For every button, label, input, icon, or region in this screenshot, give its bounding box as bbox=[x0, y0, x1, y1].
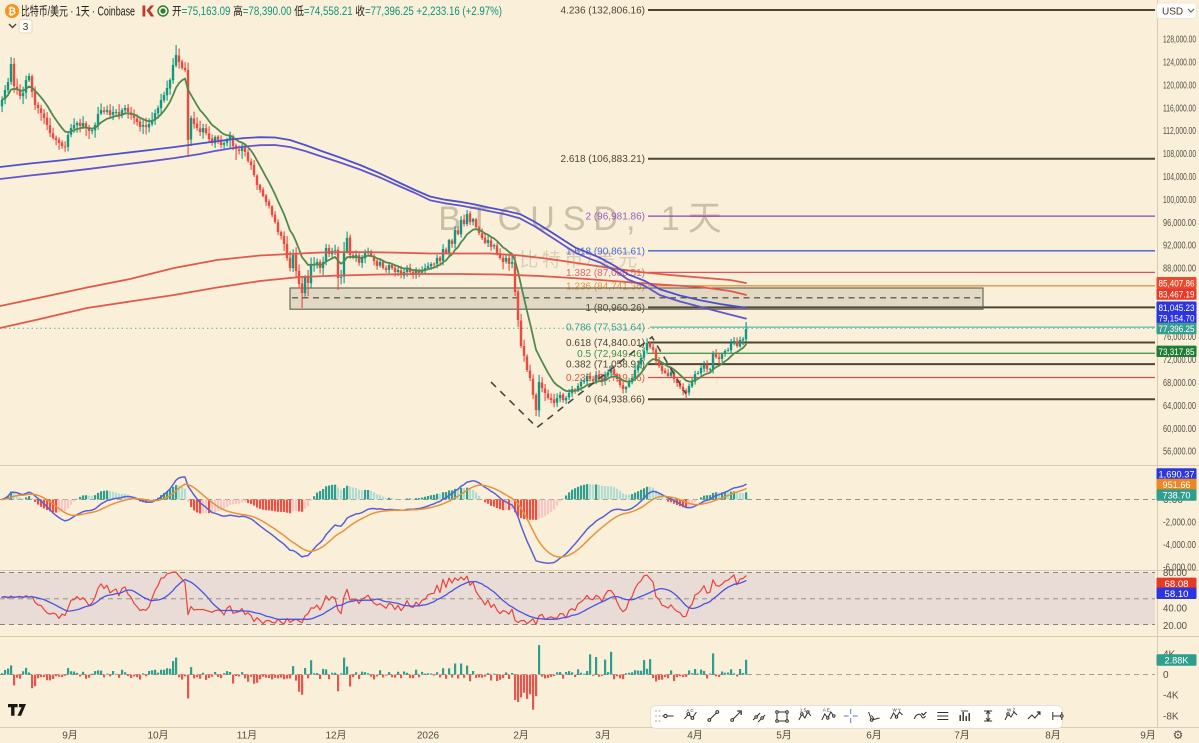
svg-text:USD: USD bbox=[1162, 7, 1183, 18]
svg-text:1,690.37: 1,690.37 bbox=[1159, 470, 1195, 481]
svg-text:2 (96,981.86): 2 (96,981.86) bbox=[586, 212, 646, 223]
svg-text:10月: 10月 bbox=[147, 730, 168, 742]
svg-text:64,000.00: 64,000.00 bbox=[1163, 401, 1196, 412]
svg-text:80.00: 80.00 bbox=[1163, 568, 1187, 579]
svg-text:40.00: 40.00 bbox=[1163, 603, 1187, 614]
svg-text:58.10: 58.10 bbox=[1165, 589, 1189, 600]
svg-text:-6,000.00: -6,000.00 bbox=[1163, 563, 1196, 574]
svg-text:0.786 (77,531.64): 0.786 (77,531.64) bbox=[566, 323, 645, 334]
svg-text:92,000.00: 92,000.00 bbox=[1163, 241, 1196, 252]
svg-text:1 (80,960.26): 1 (80,960.26) bbox=[586, 303, 646, 314]
svg-text:116,000.00: 116,000.00 bbox=[1163, 103, 1196, 114]
svg-text:3: 3 bbox=[23, 22, 29, 33]
svg-text:8月: 8月 bbox=[1045, 730, 1061, 742]
svg-text:A E: A E bbox=[823, 708, 830, 713]
svg-text:0.618 (74,840.01): 0.618 (74,840.01) bbox=[566, 338, 645, 349]
svg-text:2月: 2月 bbox=[513, 730, 529, 742]
svg-text:4月: 4月 bbox=[687, 730, 703, 742]
svg-text:1.382 (87,080.51): 1.382 (87,080.51) bbox=[566, 268, 645, 279]
svg-text:128,000.00: 128,000.00 bbox=[1163, 35, 1196, 46]
svg-text:12月: 12月 bbox=[325, 730, 346, 742]
svg-text:56,000.00: 56,000.00 bbox=[1163, 447, 1196, 458]
svg-text:112,000.00: 112,000.00 bbox=[1163, 126, 1196, 137]
svg-text:-4K: -4K bbox=[1163, 691, 1179, 702]
svg-text:⚙: ⚙ bbox=[1173, 728, 1184, 742]
svg-text:-4,000.00: -4,000.00 bbox=[1163, 540, 1196, 551]
svg-text:4.236 (132,806.16): 4.236 (132,806.16) bbox=[560, 6, 645, 17]
svg-text:76,000.00: 76,000.00 bbox=[1163, 332, 1196, 343]
svg-text:比特币/美元: 比特币/美元 bbox=[519, 249, 640, 271]
svg-text:1.618 (90,861.61): 1.618 (90,861.61) bbox=[566, 246, 645, 257]
svg-text:108,000.00: 108,000.00 bbox=[1163, 149, 1196, 160]
svg-text:W Y: W Y bbox=[893, 708, 901, 713]
svg-text:-2,000.00: -2,000.00 bbox=[1163, 518, 1196, 529]
svg-text:77,396.25: 77,396.25 bbox=[1159, 324, 1195, 335]
svg-text:951.66: 951.66 bbox=[1163, 480, 1191, 491]
svg-text:A C: A C bbox=[686, 708, 694, 713]
svg-text:73,317.85: 73,317.85 bbox=[1159, 347, 1195, 358]
svg-text:6月: 6月 bbox=[866, 730, 882, 742]
svg-text:83,467.19: 83,467.19 bbox=[1159, 290, 1195, 301]
svg-text:85,407.86: 85,407.86 bbox=[1159, 278, 1195, 289]
svg-text:2.618 (106,883.21): 2.618 (106,883.21) bbox=[560, 154, 645, 165]
svg-text:3月: 3月 bbox=[595, 730, 611, 742]
svg-text:比特币/美元 · 1天 · Coinbase: 比特币/美元 · 1天 · Coinbase bbox=[21, 4, 135, 19]
svg-text:5月: 5月 bbox=[776, 730, 792, 742]
svg-text:11月: 11月 bbox=[237, 730, 257, 742]
svg-text:开=75,163.09 高=78,390.00 低=74,5: 开=75,163.09 高=78,390.00 低=74,558.21 收=77… bbox=[172, 4, 502, 18]
svg-text:0: 0 bbox=[1163, 670, 1169, 681]
svg-text:1 5: 1 5 bbox=[800, 708, 807, 713]
svg-text:1.236 (84,741.36): 1.236 (84,741.36) bbox=[566, 281, 645, 292]
svg-text:738.70: 738.70 bbox=[1163, 491, 1191, 502]
svg-text:-8K: -8K bbox=[1163, 711, 1179, 722]
svg-text:W Z: W Z bbox=[1007, 708, 1015, 713]
svg-text:7月: 7月 bbox=[954, 730, 970, 742]
svg-text:68.08: 68.08 bbox=[1165, 579, 1189, 590]
svg-text:68,000.00: 68,000.00 bbox=[1163, 378, 1196, 389]
svg-text:0.382 (71,058.91): 0.382 (71,058.91) bbox=[566, 360, 645, 371]
svg-text:120,000.00: 120,000.00 bbox=[1163, 80, 1196, 91]
svg-text:124,000.00: 124,000.00 bbox=[1163, 58, 1196, 69]
svg-text:9月: 9月 bbox=[1140, 730, 1156, 742]
svg-text:20.00: 20.00 bbox=[1163, 621, 1187, 632]
svg-text:2026: 2026 bbox=[417, 731, 440, 742]
svg-text:88,000.00: 88,000.00 bbox=[1163, 264, 1196, 275]
svg-text:60,000.00: 60,000.00 bbox=[1163, 424, 1196, 435]
svg-text:104,000.00: 104,000.00 bbox=[1163, 172, 1196, 183]
svg-text:81,045.23: 81,045.23 bbox=[1159, 303, 1195, 314]
svg-text:₿: ₿ bbox=[8, 6, 16, 18]
svg-text:0 (64,938.66): 0 (64,938.66) bbox=[586, 395, 646, 406]
svg-text:96,000.00: 96,000.00 bbox=[1163, 218, 1196, 229]
svg-text:72,000.00: 72,000.00 bbox=[1163, 355, 1196, 366]
svg-text:79,154.70: 79,154.70 bbox=[1159, 314, 1195, 325]
svg-text:9月: 9月 bbox=[62, 730, 78, 742]
svg-text:0.5 (72,949.46): 0.5 (72,949.46) bbox=[577, 349, 645, 360]
svg-text:2.88K: 2.88K bbox=[1165, 656, 1190, 667]
svg-text:100,000.00: 100,000.00 bbox=[1163, 195, 1196, 206]
